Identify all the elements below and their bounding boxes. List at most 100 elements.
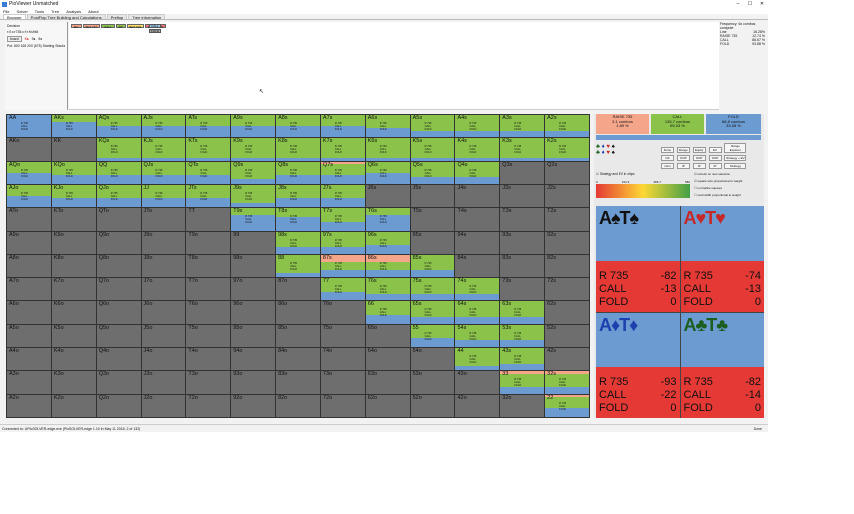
hand-cell-T8s[interactable]: R 735 CALL FOLD T8s [276,208,320,231]
hand-cell-QTs[interactable]: R 735 CALL FOLD QTs [186,161,231,184]
oop-equity-button[interactable]: OOP [692,155,706,161]
hand-cell-KJs[interactable]: R 735 CALL FOLD KJs [141,138,186,161]
hand-cell-95s[interactable]: 95s [410,231,455,254]
hand-cell-A2o[interactable]: A2o [7,394,51,417]
checkbox-card-width[interactable]: ☐ card width proportional to weight [694,193,741,197]
hand-cell-83s[interactable]: 83s [500,254,545,278]
hand-cell-A5s[interactable]: R 735 CALL FOLD A5s [410,115,455,138]
hand-cell-75o[interactable]: 75o [320,324,365,348]
hand-cell-86s[interactable]: R 735 CALL FOLD 86s [365,254,410,278]
hand-cell-T8o[interactable]: T8o [186,254,231,278]
hand-cell-K5s[interactable]: R 735 CALL FOLD K5s [410,138,455,161]
hand-cell-KTs[interactable]: R 735 CALL FOLD KTs [186,138,231,161]
hand-cell-A4s[interactable]: R 735 CALL FOLD A4s [455,115,500,138]
hand-cell-A4o[interactable]: A4o [7,348,51,371]
hand-cell-Q6s[interactable]: R 735 CALL FOLD Q6s [365,161,410,184]
header-ev[interactable]: EV [708,147,722,153]
hand-cell-A9s[interactable]: R 735 CALL FOLD A9s [231,115,276,138]
hand-cell-T5o[interactable]: T5o [186,324,231,348]
hand-cell-52s[interactable]: 52s [545,324,589,348]
hand-cell-JJ[interactable]: R 735 CALL FOLD JJ [141,184,186,208]
board-button[interactable]: board [7,36,22,42]
action-raise-summary[interactable]: RAISE 735 3.1 combos 1.89 % [596,114,649,134]
hand-cell-Q8s[interactable]: R 735 CALL FOLD Q8s [276,161,320,184]
card-icon[interactable]: 9♠ [31,37,36,41]
hand-cell-K5o[interactable]: K5o [51,324,96,348]
hand-cell-K8o[interactable]: K8o [51,254,96,278]
hand-cell-75s[interactable]: R 735 CALL FOLD 75s [410,278,455,301]
header-done[interactable]: Done [661,147,674,153]
strategy-select[interactable]: Strategy [724,163,747,169]
hand-cell-T5s[interactable]: T5s [410,208,455,231]
hand-cell-K2o[interactable]: K2o [51,394,96,417]
hand-cell-53o[interactable]: 53o [410,371,455,394]
menu-file[interactable]: File [3,8,10,14]
tree-button[interactable]: BET 639 [126,24,145,29]
suit-combo-square[interactable]: A♣T♣ R 735 -82 CALL -14 FOLD 0 [680,312,764,418]
hand-cell-62s[interactable]: 62s [545,301,589,324]
hand-cell-82o[interactable]: 82o [276,394,320,417]
tree-button[interactable]: Bet [71,24,82,29]
hand-cell-74s[interactable]: R 735 CALL FOLD 74s [455,278,500,301]
hand-cell-85o[interactable]: 85o [276,324,320,348]
hand-cell-K6o[interactable]: K6o [51,301,96,324]
checkbox-square-size[interactable]: ☑ square size proportional to weight [694,179,743,183]
hand-cell-T6s[interactable]: R 735 CALL FOLD T6s [365,208,410,231]
hand-cell-65o[interactable]: 65o [365,324,410,348]
hand-cell-T7s[interactable]: R 735 CALL FOLD T7s [320,208,365,231]
hand-cell-J7o[interactable]: J7o [141,278,186,301]
tree-button[interactable]: BET 797 [82,24,101,29]
hand-cell-T9s[interactable]: R 735 CALL FOLD T9s [231,208,276,231]
header-equity[interactable]: Equity [692,147,706,153]
hand-cell-J7s[interactable]: R 735 CALL FOLD J7s [320,184,365,208]
menu-analysis[interactable]: Analysis [66,8,82,14]
menu-about[interactable]: About [88,8,99,14]
hand-cell-93o[interactable]: 93o [231,371,276,394]
hand-cell-84s[interactable]: 84s [455,254,500,278]
hand-cell-K3s[interactable]: R 735 CALL FOLD K3s [500,138,545,161]
minimize-icon[interactable]: – [736,1,740,7]
hand-cell-43o[interactable]: 43o [455,371,500,394]
hand-cell-J4s[interactable]: J4s [455,184,500,208]
tree-button[interactable]: R3 [115,24,126,29]
hand-cell-KQs[interactable]: R 735 CALL FOLD KQs [96,138,141,161]
hand-cell-J3s[interactable]: J3s [500,184,545,208]
hand-cell-82s[interactable]: 82s [545,254,589,278]
hand-cell-T3s[interactable]: T3s [500,208,545,231]
hand-cell-43s[interactable]: R 735 CALL FOLD 43s [500,348,545,371]
hand-cell-64o[interactable]: 64o [365,348,410,371]
diamond-icon[interactable]: ♦ [601,144,605,150]
hand-cell-96s[interactable]: R 735 CALL FOLD 96s [365,231,410,254]
maximize-icon[interactable]: ☐ [747,1,753,7]
hand-cell-T6o[interactable]: T6o [186,301,231,324]
hand-cell-Q3o[interactable]: Q3o [96,371,141,394]
hand-cell-32o[interactable]: 32o [500,394,545,417]
hand-cell-J8s[interactable]: R 735 CALL FOLD J8s [276,184,320,208]
hand-cell-KTo[interactable]: KTo [51,208,96,231]
hand-cell-88[interactable]: R 735 CALL FOLD 88 [276,254,320,278]
hand-cell-J6s[interactable]: J6s [365,184,410,208]
hand-cell-AJs[interactable]: R 735 CALL FOLD AJs [141,115,186,138]
hand-cell-T7o[interactable]: T7o [186,278,231,301]
hand-cell-65s[interactable]: R 735 CALL FOLD 65s [410,301,455,324]
menu-solver[interactable]: Solver [16,8,28,14]
hand-cell-42o[interactable]: 42o [455,394,500,417]
hand-cell-98o[interactable]: 98o [231,254,276,278]
hand-cell-94o[interactable]: 94o [231,348,276,371]
hand-cell-A5o[interactable]: A5o [7,324,51,348]
hand-cell-K9s[interactable]: R 735 CALL FOLD K9s [231,138,276,161]
hand-cell-Q7o[interactable]: Q7o [96,278,141,301]
hand-cell-K6s[interactable]: R 735 CALL FOLD K6s [365,138,410,161]
spade-icon[interactable]: ♠ [611,144,615,150]
hand-cell-87s[interactable]: R 735 CALL FOLD 87s [320,254,365,278]
hand-cell-33[interactable]: R 735 CALL FOLD 33 [500,371,545,394]
tab-tree-information[interactable]: Tree information [128,14,166,20]
tree-node-fold[interactable]: FOLD [149,29,161,33]
hand-cell-54o[interactable]: 54o [410,348,455,371]
hand-cell-A9o[interactable]: A9o [7,231,51,254]
oop-ev-button[interactable]: OOP [708,155,722,161]
heart-icon[interactable]: ♥ [606,144,610,150]
action-fold-summary[interactable]: FOLD 68.8 combos 33.08 % [706,114,761,134]
diamond-icon[interactable]: ♦ [601,150,605,156]
hand-cell-QTo[interactable]: QTo [96,208,141,231]
